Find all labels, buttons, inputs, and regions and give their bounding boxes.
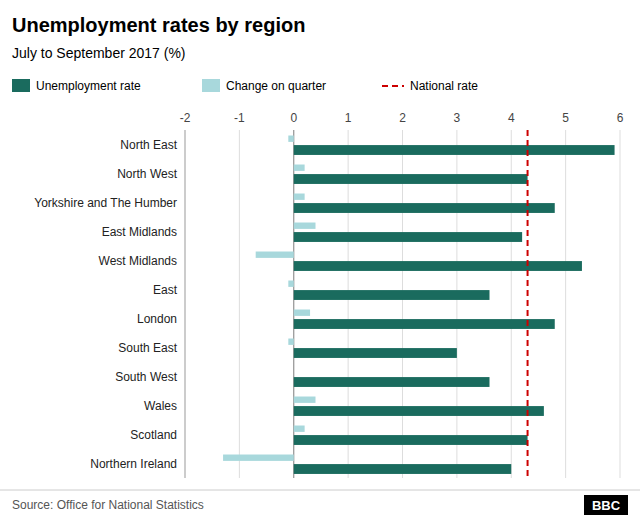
bar xyxy=(223,455,294,461)
legend-label: National rate xyxy=(410,79,478,93)
category-label: Yorkshire and The Humber xyxy=(34,196,177,210)
category-label: South West xyxy=(115,370,177,384)
tick-label: -1 xyxy=(234,111,245,125)
bar xyxy=(294,165,305,171)
tick-label: 6 xyxy=(617,111,624,125)
bar xyxy=(294,203,555,213)
grid-line xyxy=(565,130,566,478)
bar xyxy=(294,435,528,445)
subtitle: July to September 2017 (%) xyxy=(12,45,186,61)
title: Unemployment rates by region xyxy=(12,14,305,36)
legend-label: Change on quarter xyxy=(226,79,326,93)
tick-label: 1 xyxy=(345,111,352,125)
category-label: East Midlands xyxy=(102,225,177,239)
category-label: Northern Ireland xyxy=(90,457,177,471)
tick-label: 0 xyxy=(290,111,297,125)
bar xyxy=(294,426,305,432)
legend-label: Unemployment rate xyxy=(36,79,141,93)
bar xyxy=(294,223,316,229)
tick-label: 4 xyxy=(508,111,515,125)
chart: Unemployment rates by region July to Sept… xyxy=(0,0,640,520)
bar xyxy=(294,174,528,184)
bar xyxy=(288,136,293,142)
legend: Unemployment rate Change on quarter Nation… xyxy=(12,79,478,93)
bar xyxy=(294,464,512,474)
category-label: North West xyxy=(117,167,177,181)
grid-line xyxy=(185,130,186,478)
legend-line xyxy=(382,85,404,87)
category-label: East xyxy=(153,283,178,297)
bar xyxy=(294,397,316,403)
axis-line xyxy=(185,130,186,478)
grid-line xyxy=(620,130,621,478)
bar xyxy=(288,281,293,287)
tick-label: -2 xyxy=(180,111,191,125)
grid-line xyxy=(239,130,240,478)
category-label: Scotland xyxy=(130,428,177,442)
category-label: North East xyxy=(120,138,177,152)
source: Source: Office for National Statistics xyxy=(12,498,204,512)
bar xyxy=(294,319,555,329)
x-axis: -2 -1 0 1 2 3 4 5 6 xyxy=(180,111,624,478)
tick-label: 2 xyxy=(399,111,406,125)
bar xyxy=(294,145,615,155)
separator xyxy=(0,490,640,491)
category-label: South East xyxy=(118,341,177,355)
bars xyxy=(223,130,615,478)
tick-label: 5 xyxy=(562,111,569,125)
bar xyxy=(288,339,293,345)
category-label: West Midlands xyxy=(99,254,177,268)
bar xyxy=(294,290,490,300)
category-label: London xyxy=(137,312,177,326)
badge: BBC xyxy=(592,498,621,513)
tick-label: 3 xyxy=(454,111,461,125)
bar xyxy=(294,310,310,316)
bar xyxy=(293,368,294,374)
category-label: Wales xyxy=(144,399,177,413)
bar xyxy=(256,252,294,258)
reference-line xyxy=(527,130,529,478)
bar xyxy=(294,348,457,358)
background xyxy=(0,0,640,520)
legend-swatch xyxy=(202,79,220,92)
legend-swatch xyxy=(12,79,30,92)
bar xyxy=(294,261,582,271)
bar xyxy=(294,194,305,200)
bar xyxy=(294,232,522,242)
badge-box xyxy=(584,495,628,515)
bar xyxy=(294,406,544,416)
bar xyxy=(294,377,490,387)
